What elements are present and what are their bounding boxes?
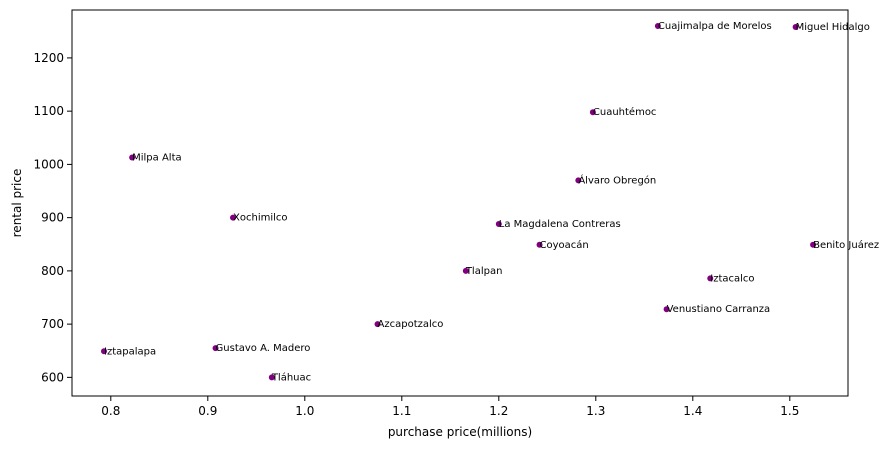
x-tick-label: 0.9 [198,404,217,418]
data-point [707,275,714,282]
point-label: Tláhuac [271,371,311,383]
plot-frame [71,9,849,397]
x-tick-label: 1.2 [489,404,508,418]
data-point [101,348,108,355]
data-point [495,221,502,228]
x-tick-label: 1.5 [780,404,799,418]
data-point [663,306,670,313]
point-label: Milpa Alta [132,152,182,163]
point-label: Azcapotzalco [378,319,444,330]
point-label: Benito Juárez [813,239,879,251]
x-axis-title: purchase price(millions) [388,425,532,439]
y-tick-label: 800 [41,264,64,278]
point-label: Coyoacán [540,239,589,251]
x-tick-label: 1.0 [295,404,314,418]
point-label: Tlalpan [465,266,503,277]
y-tick-label: 1100 [33,104,64,118]
x-tick-label: 1.3 [586,404,605,418]
data-point [589,109,596,116]
data-point [230,214,237,221]
data-point [810,241,817,248]
point-label: Álvaro Obregón [578,173,656,186]
point-label: Gustavo A. Madero [216,343,311,354]
data-point [792,24,799,31]
point-label: Cuajimalpa de Morelos [658,21,772,32]
data-point [462,267,469,274]
data-point [129,154,136,161]
y-tick-label: 700 [41,317,64,331]
x-tick-label: 1.1 [392,404,411,418]
point-label: Venustiano Carranza [667,304,771,315]
point-label: Cuauhtémoc [593,106,657,118]
data-point [374,321,381,328]
y-tick-label: 1000 [33,157,64,171]
x-tick-label: 1.4 [683,404,702,418]
y-axis-title: rental price [10,169,24,238]
point-label: Iztapalapa [104,346,156,357]
data-point [212,345,219,352]
data-point [268,374,275,381]
data-point [536,241,543,248]
point-label: Miguel Hidalgo [796,22,870,33]
data-point [575,177,582,184]
y-tick-label: 1200 [33,51,64,65]
point-label: La Magdalena Contreras [499,219,621,230]
y-axis: 600 700 800 900 1000 1100 1200 [33,51,72,384]
point-labels: Cuajimalpa de Morelos Miguel Hidalgo Cuauh… [104,21,879,383]
x-tick-label: 0.8 [101,404,120,418]
point-label: Xochimilco [233,213,288,224]
chart-marks [101,22,817,381]
data-point [654,22,661,29]
point-label: Iztacalco [710,273,754,284]
y-tick-label: 600 [41,370,64,384]
x-axis: 0.8 0.9 1.0 1.1 1.2 1.3 1.4 1.5 [101,396,799,418]
y-tick-label: 900 [41,211,64,225]
